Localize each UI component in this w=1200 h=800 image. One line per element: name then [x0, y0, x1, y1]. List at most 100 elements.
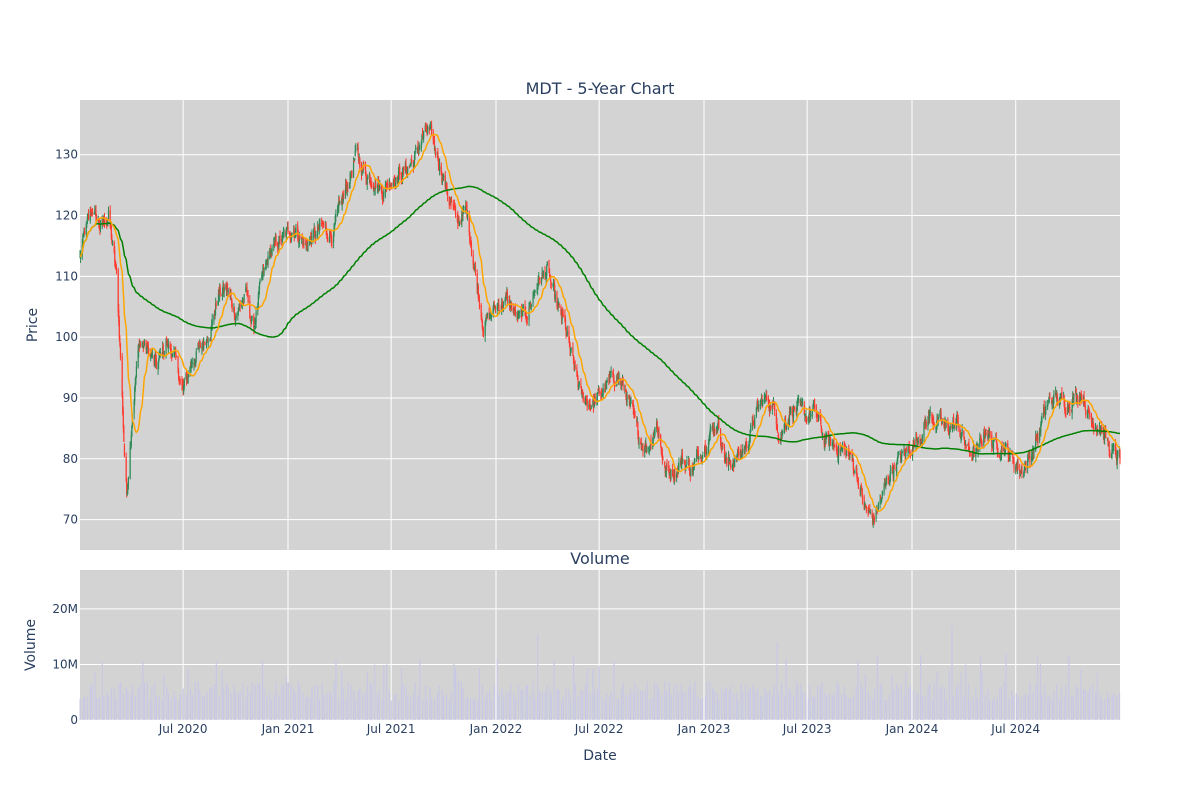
candle-down: [908, 445, 910, 451]
volume-bar: [629, 688, 632, 720]
candle-down: [572, 356, 575, 361]
candle-up: [800, 401, 802, 405]
candle-up: [711, 425, 714, 429]
candle-down: [425, 127, 428, 132]
candle-down: [372, 188, 375, 190]
volume-bar: [637, 689, 639, 720]
candle-up: [529, 302, 531, 309]
volume-bar: [538, 691, 541, 720]
candle-up: [949, 431, 951, 433]
candle-up: [427, 127, 429, 133]
candle-down: [457, 215, 459, 224]
candle-up: [541, 272, 543, 279]
volume-bar: [398, 699, 400, 720]
candle-up: [710, 429, 712, 431]
volume-bar: [1059, 700, 1061, 720]
volume-bar: [259, 684, 261, 720]
candle-down: [617, 374, 620, 379]
candle-down: [953, 416, 955, 427]
candle-up: [756, 404, 758, 407]
volume-bar: [235, 691, 237, 720]
candle-down: [113, 242, 115, 253]
candle-up: [462, 206, 465, 211]
volume-bar: [848, 698, 850, 720]
candle-down: [123, 426, 125, 442]
candle-down: [343, 193, 345, 195]
candle-down: [474, 265, 477, 272]
volume-bar: [706, 681, 708, 720]
candle-down: [1085, 410, 1087, 416]
volume-bar: [209, 686, 211, 720]
candle-up: [213, 314, 215, 322]
candle-down: [1020, 471, 1022, 473]
candle-up: [171, 353, 173, 357]
candle-down: [799, 399, 801, 404]
candle-down: [871, 512, 873, 517]
candle-down: [122, 396, 124, 414]
candle-down: [91, 212, 94, 216]
volume-bar: [1087, 692, 1089, 720]
volume-bar: [915, 694, 917, 720]
candle-down: [87, 214, 90, 220]
candle-up: [860, 487, 862, 491]
candle-down: [1007, 447, 1009, 457]
volume-bar: [486, 692, 488, 720]
candle-down: [903, 451, 906, 452]
candle-up: [325, 224, 327, 226]
volume-bar: [154, 682, 156, 720]
candle-up: [449, 202, 452, 204]
candle-up: [975, 447, 977, 452]
candle-up: [804, 414, 806, 417]
candle-up: [193, 362, 196, 364]
candle-up: [758, 405, 760, 408]
volume-bar: [721, 686, 723, 720]
candle-up: [135, 366, 138, 377]
candle-down: [729, 462, 731, 465]
candle-up: [999, 458, 1001, 460]
candle-down: [371, 184, 373, 188]
volume-bar: [688, 686, 690, 720]
volume-bar: [323, 695, 325, 720]
candle-up: [235, 315, 237, 319]
candle-down: [614, 385, 616, 387]
candle-down: [247, 295, 249, 303]
candle-down: [861, 488, 863, 492]
candle-up: [317, 226, 319, 237]
candle-up: [889, 480, 891, 485]
candle-up: [561, 313, 563, 321]
candle-down: [705, 451, 707, 453]
volume-bar: [94, 672, 96, 720]
candle-up: [665, 470, 667, 475]
candle-down: [145, 340, 147, 349]
volume-bar: [661, 695, 663, 720]
candle-up: [616, 376, 618, 387]
volume-bar: [393, 695, 395, 720]
candle-down: [249, 320, 251, 322]
volume-bar: [912, 691, 914, 720]
candle-down: [330, 231, 332, 236]
candle-up: [206, 338, 208, 340]
volume-bar: [807, 698, 809, 720]
candle-down: [411, 160, 413, 162]
candle-down: [668, 468, 670, 475]
candle-up: [729, 460, 731, 462]
candle-down: [399, 167, 401, 175]
volume-bar: [249, 693, 252, 720]
candle-down: [393, 179, 396, 185]
candle-up: [741, 451, 743, 454]
candle-up: [796, 403, 799, 405]
candle-up: [227, 290, 229, 292]
candle-down: [1036, 438, 1038, 440]
volume-bar: [261, 660, 264, 720]
candle-up: [237, 307, 240, 312]
volume-bar: [881, 682, 883, 720]
candle-up: [927, 421, 929, 427]
candle-down: [481, 316, 483, 321]
volume-bar: [525, 685, 527, 720]
candle-down: [330, 234, 332, 242]
candle-down: [800, 402, 803, 403]
candle-down: [613, 378, 615, 384]
volume-bar: [867, 690, 869, 720]
candle-down: [856, 468, 858, 474]
candle-down: [469, 231, 471, 242]
